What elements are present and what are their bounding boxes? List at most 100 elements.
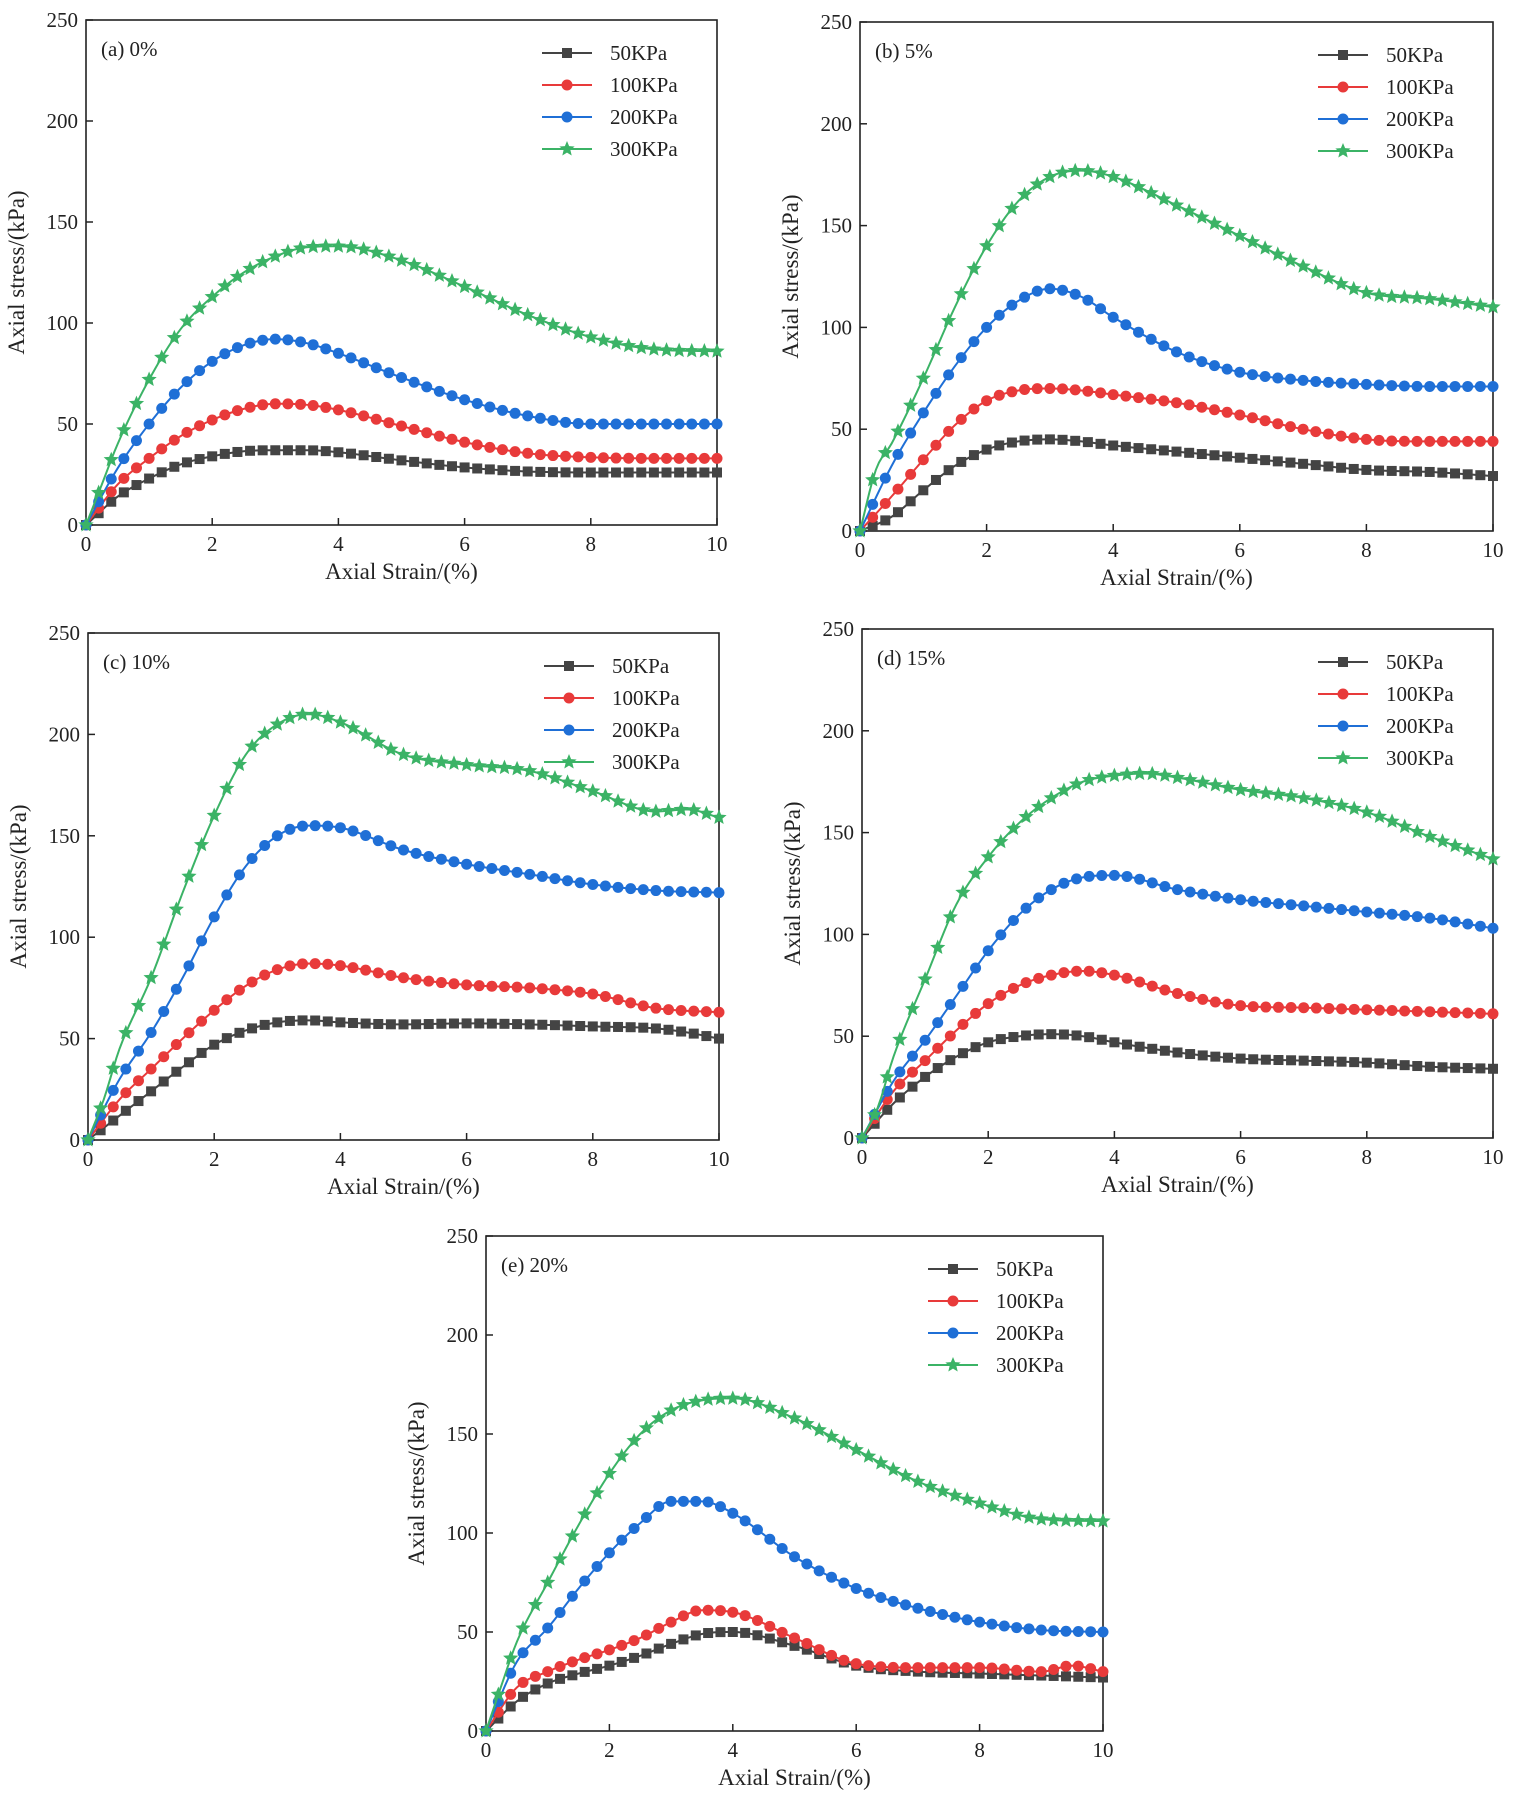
data-point bbox=[1487, 922, 1499, 934]
data-point bbox=[1310, 1002, 1322, 1014]
data-point bbox=[1046, 1029, 1057, 1040]
data-point bbox=[242, 260, 258, 276]
data-point bbox=[915, 370, 931, 385]
data-point bbox=[587, 878, 599, 890]
data-point bbox=[968, 403, 980, 415]
data-point bbox=[1310, 460, 1321, 471]
x-tick-label: 2 bbox=[207, 532, 218, 556]
data-point bbox=[1033, 1029, 1044, 1040]
x-tick-label: 6 bbox=[459, 532, 470, 556]
data-point bbox=[496, 444, 508, 456]
data-point bbox=[1399, 1005, 1411, 1017]
data-point bbox=[484, 441, 496, 453]
data-point bbox=[1097, 1666, 1109, 1678]
data-point bbox=[1474, 1007, 1486, 1019]
data-point bbox=[257, 725, 273, 740]
data-point bbox=[1096, 1034, 1107, 1045]
data-point bbox=[852, 523, 868, 538]
data-point bbox=[219, 780, 235, 796]
data-point bbox=[118, 472, 130, 484]
data-point bbox=[423, 850, 435, 862]
data-point bbox=[1488, 471, 1498, 482]
data-point bbox=[348, 1017, 359, 1028]
data-point bbox=[183, 1057, 194, 1068]
data-point bbox=[900, 1599, 912, 1611]
data-point bbox=[813, 1565, 825, 1577]
data-point bbox=[494, 295, 511, 311]
data-point bbox=[493, 1713, 504, 1724]
y-tick-label: 100 bbox=[447, 1521, 479, 1545]
data-point bbox=[156, 402, 168, 414]
data-point bbox=[1361, 906, 1373, 918]
data-point bbox=[591, 1648, 603, 1660]
data-point bbox=[1386, 435, 1398, 447]
data-point bbox=[396, 372, 407, 384]
data-point bbox=[505, 1688, 517, 1700]
data-point bbox=[1222, 1052, 1233, 1063]
data-point bbox=[677, 1495, 689, 1507]
data-point bbox=[461, 1018, 472, 1029]
x-tick-label: 8 bbox=[1361, 538, 1372, 562]
data-point bbox=[991, 217, 1007, 233]
data-point bbox=[967, 865, 984, 880]
data-point bbox=[1042, 168, 1058, 184]
data-point bbox=[1058, 967, 1070, 979]
data-point bbox=[130, 435, 142, 447]
data-point bbox=[1323, 1002, 1335, 1014]
data-point bbox=[904, 1000, 921, 1016]
data-point bbox=[998, 1620, 1010, 1632]
data-point bbox=[294, 706, 311, 721]
series-300KPa bbox=[80, 706, 727, 1147]
data-point bbox=[1322, 376, 1334, 388]
data-point bbox=[1194, 209, 1210, 224]
data-point bbox=[505, 1701, 516, 1712]
data-point bbox=[610, 793, 626, 808]
data-point bbox=[398, 972, 409, 984]
data-point bbox=[887, 1595, 899, 1607]
data-point bbox=[1009, 1506, 1025, 1522]
data-point bbox=[968, 450, 979, 461]
data-point bbox=[1021, 1509, 1037, 1524]
data-point bbox=[906, 1066, 918, 1078]
data-point bbox=[1221, 406, 1233, 418]
data-point bbox=[208, 1004, 220, 1016]
data-point bbox=[1171, 446, 1182, 457]
data-point bbox=[937, 1662, 949, 1674]
data-point bbox=[1424, 380, 1436, 392]
data-point bbox=[536, 870, 548, 882]
data-point bbox=[715, 1627, 726, 1638]
data-point bbox=[865, 471, 881, 487]
data-point bbox=[1134, 976, 1146, 988]
data-point bbox=[907, 1081, 918, 1092]
data-point bbox=[1462, 435, 1474, 447]
data-point bbox=[219, 348, 231, 360]
legend-label: 300KPa bbox=[610, 137, 678, 161]
y-tick-label: 150 bbox=[447, 1422, 479, 1446]
data-point bbox=[490, 1686, 506, 1701]
data-point bbox=[1449, 435, 1461, 447]
data-point bbox=[867, 520, 878, 531]
data-point bbox=[1222, 998, 1234, 1010]
data-point bbox=[774, 1404, 790, 1420]
data-point bbox=[677, 1610, 689, 1622]
data-point bbox=[360, 830, 372, 842]
data-point bbox=[1058, 1029, 1069, 1040]
data-point bbox=[711, 452, 723, 464]
data-point bbox=[143, 418, 155, 430]
data-point bbox=[372, 835, 384, 847]
data-point bbox=[597, 418, 609, 430]
data-point bbox=[1085, 1626, 1097, 1638]
legend-item: 50KPa bbox=[1318, 650, 1444, 674]
data-point bbox=[1071, 873, 1083, 885]
data-point bbox=[1092, 165, 1109, 180]
data-point bbox=[838, 1654, 850, 1666]
data-point bbox=[932, 1063, 943, 1074]
data-point bbox=[1424, 435, 1436, 447]
data-point bbox=[1348, 1003, 1360, 1015]
data-point bbox=[383, 453, 394, 464]
data-point bbox=[322, 1016, 333, 1027]
data-point bbox=[257, 445, 268, 456]
data-point bbox=[370, 734, 386, 749]
data-point bbox=[696, 343, 712, 358]
